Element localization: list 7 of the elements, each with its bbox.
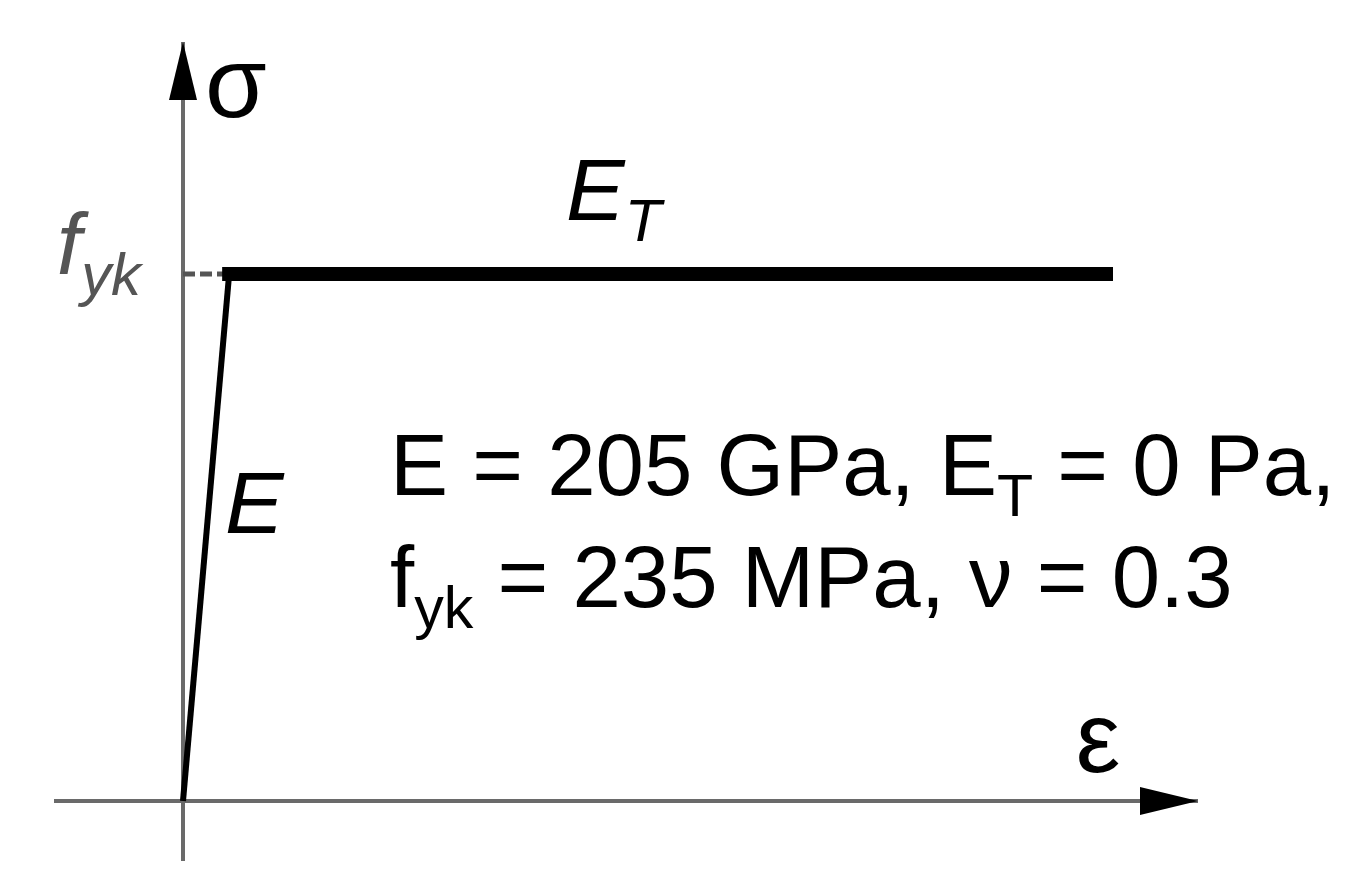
annotation: E = 205 GPa, E$_{T}$ = 0 Pa, xyxy=(390,416,1336,529)
annotation: f$_{yk}$ = 235 MPa, ν = 0.3 xyxy=(390,528,1233,641)
series-label: E xyxy=(225,452,286,552)
y-axis-title: σ xyxy=(205,26,267,138)
series-label: E$_{T}$ xyxy=(565,140,666,254)
x-axis-title: ε xyxy=(1075,681,1121,793)
series-label: f$_{yk}$ xyxy=(56,194,145,308)
